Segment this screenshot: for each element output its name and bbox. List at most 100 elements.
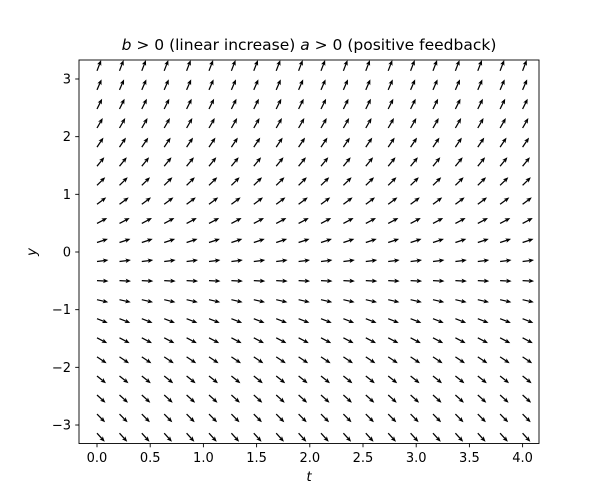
flow-arrow <box>498 236 513 246</box>
flow-arrow <box>139 354 154 366</box>
flow-arrow <box>341 392 355 406</box>
flow-arrow <box>408 431 421 444</box>
flow-arrow <box>183 58 194 73</box>
x-axis-label: t <box>306 469 312 485</box>
flow-arrow <box>252 215 266 227</box>
flow-arrow <box>475 354 490 366</box>
flow-arrow <box>454 277 468 285</box>
flow-arrow <box>341 175 354 188</box>
flow-arrow <box>341 373 355 386</box>
x-tick-label: 0.5 <box>140 451 161 466</box>
flow-arrow <box>206 97 217 111</box>
flow-arrow <box>273 97 284 111</box>
flow-arrow <box>95 236 110 246</box>
flow-arrow <box>117 335 132 346</box>
flow-arrow <box>497 116 509 130</box>
flow-arrow <box>183 77 194 92</box>
flow-arrow <box>95 335 109 346</box>
flow-arrow <box>274 373 288 386</box>
flow-arrow <box>116 116 128 130</box>
flow-arrow <box>207 315 222 326</box>
flow-arrow <box>363 411 377 425</box>
flow-arrow <box>498 215 512 227</box>
flow-arrow <box>162 215 177 227</box>
x-tick-label: 3.5 <box>459 451 480 466</box>
flow-arrow <box>520 411 533 425</box>
x-tick-label: 2.0 <box>299 451 320 466</box>
flow-arrow <box>386 215 401 227</box>
flow-arrow <box>364 215 378 227</box>
flow-arrow <box>363 155 376 169</box>
flow-arrow <box>139 97 150 111</box>
flow-arrow <box>498 335 512 346</box>
flow-arrow <box>228 116 240 130</box>
flow-arrow <box>206 135 218 149</box>
flow-arrow <box>184 175 198 188</box>
flow-arrow <box>520 373 534 386</box>
flow-arrow <box>498 354 512 366</box>
flow-arrow <box>318 155 331 169</box>
flow-arrow <box>163 296 177 306</box>
flow-arrow <box>521 315 535 326</box>
flow-arrow <box>228 135 241 149</box>
flow-arrow <box>409 236 423 246</box>
flow-arrow <box>273 411 287 425</box>
flow-arrow <box>161 77 172 92</box>
flow-arrow <box>296 155 309 169</box>
flow-arrow <box>161 135 174 149</box>
flow-arrow <box>407 97 419 111</box>
flow-arrow <box>296 354 311 366</box>
flow-arrow <box>364 296 379 306</box>
flow-arrow <box>117 215 132 227</box>
flow-arrow <box>275 296 289 306</box>
flow-arrow <box>364 236 379 246</box>
flow-arrow <box>251 411 265 425</box>
flow-arrow <box>96 257 110 265</box>
title-end-text: > 0 (positive feedback) <box>310 36 497 54</box>
flow-arrow <box>385 431 399 444</box>
flow-arrow <box>476 296 491 306</box>
flow-arrow <box>295 58 306 73</box>
flow-arrow <box>251 77 262 92</box>
flow-arrow <box>341 155 354 169</box>
flow-arrow <box>118 296 132 306</box>
flow-arrow <box>387 277 401 285</box>
flow-arrow <box>475 175 489 188</box>
flow-arrow <box>140 215 154 227</box>
flow-arrow <box>161 116 173 130</box>
flow-arrow <box>162 315 177 326</box>
flow-arrow <box>475 58 485 73</box>
flow-arrow <box>475 194 489 207</box>
flow-arrow <box>520 431 533 444</box>
flow-arrow <box>117 155 130 169</box>
flow-arrow <box>408 175 422 188</box>
flow-arrow <box>521 277 535 285</box>
flow-arrow <box>274 175 287 188</box>
flow-arrow <box>161 97 172 111</box>
flow-arrow <box>475 392 489 406</box>
flow-arrow <box>431 296 446 306</box>
flow-arrow <box>520 354 535 366</box>
flow-arrow <box>95 215 109 227</box>
flow-arrow <box>230 277 244 285</box>
flow-arrow <box>185 236 199 246</box>
flow-arrow <box>363 175 377 188</box>
flow-arrow <box>95 194 109 207</box>
flow-arrow <box>476 215 490 227</box>
flow-arrow <box>229 392 243 406</box>
flow-arrow <box>318 77 329 92</box>
y-tick-label: −2 <box>52 361 71 376</box>
flow-arrow <box>251 175 265 188</box>
flow-arrow <box>94 175 108 188</box>
flow-arrow <box>296 373 310 386</box>
y-tick-label: 0 <box>63 246 71 261</box>
flow-arrow <box>184 354 199 366</box>
flow-arrow <box>385 97 396 111</box>
flow-arrow <box>117 392 131 406</box>
flow-arrow <box>497 97 508 111</box>
flow-arrow <box>497 431 511 444</box>
flow-arrow <box>229 155 242 169</box>
flow-arrow <box>342 277 356 285</box>
flow-arrow <box>96 277 110 285</box>
